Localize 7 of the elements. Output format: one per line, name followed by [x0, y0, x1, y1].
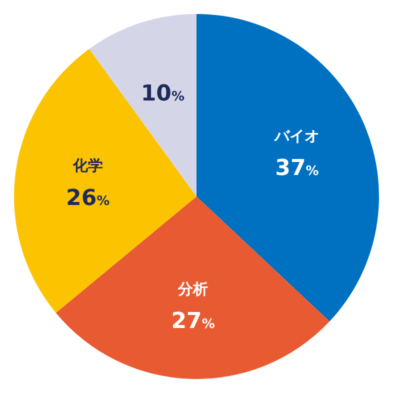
- slice-label: 化学: [72, 156, 103, 175]
- slice-label: 分析: [177, 280, 208, 298]
- data-label: 37%: [275, 156, 319, 182]
- slice-label: バイオ: [273, 126, 320, 145]
- data-label: 10%: [140, 81, 184, 106]
- data-label: 26%: [66, 186, 110, 211]
- data-label: 27%: [171, 308, 215, 334]
